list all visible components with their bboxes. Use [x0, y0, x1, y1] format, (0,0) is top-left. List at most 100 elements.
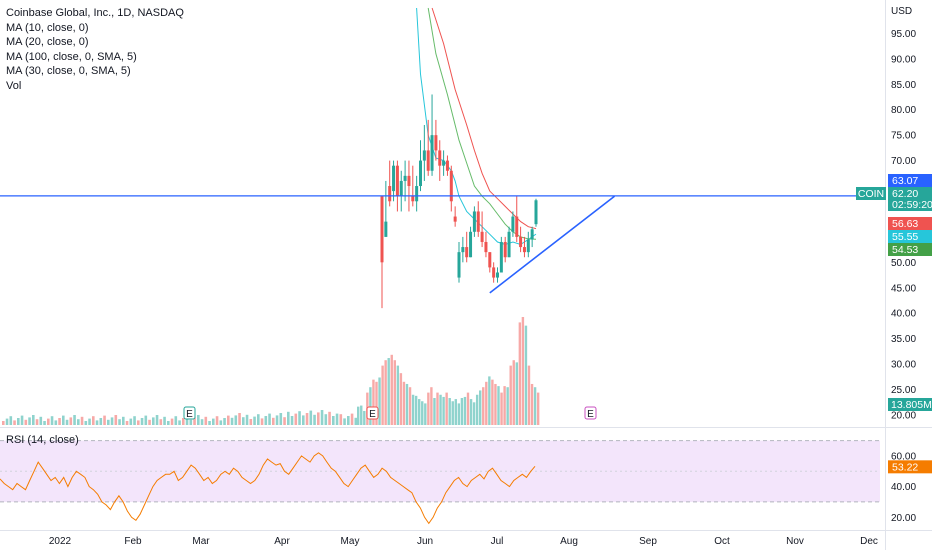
time-axis-tick: Mar	[192, 536, 210, 547]
time-axis-tick: May	[341, 536, 360, 547]
volume-bar	[457, 403, 461, 425]
candle-body	[534, 200, 538, 225]
volume-bar	[360, 405, 363, 425]
ma30-legend[interactable]: MA (30, close, 0, SMA, 5)	[6, 65, 131, 77]
volume-bar	[185, 415, 189, 425]
time-axis-tick: Nov	[786, 536, 804, 547]
volume-bar	[332, 416, 335, 425]
volume-bar	[62, 415, 65, 425]
candle-body	[426, 150, 430, 171]
candle-body	[430, 135, 434, 171]
price-axis-tick: 80.00	[891, 105, 916, 116]
earnings-marker[interactable]	[366, 406, 379, 420]
volume-bar	[399, 373, 403, 425]
volume-bar	[197, 415, 200, 425]
candle-body	[507, 231, 511, 258]
volume-bar	[230, 417, 234, 425]
volume-bar	[506, 387, 509, 425]
volume-bar	[227, 415, 230, 425]
candle-body	[422, 150, 426, 161]
volume-bar	[393, 360, 396, 425]
volume-bar	[9, 416, 13, 425]
volume-bar	[347, 416, 350, 425]
volume-bar	[402, 381, 406, 425]
volume-bar	[189, 419, 193, 425]
ma10-legend[interactable]: MA (10, close, 0)	[6, 21, 89, 34]
ma100-legend[interactable]: MA (100, close, 0, SMA, 5)	[6, 50, 137, 63]
volume-bar	[287, 411, 290, 425]
trend-line[interactable]	[489, 195, 615, 294]
candle-body	[442, 160, 446, 166]
volume-bar	[219, 420, 223, 425]
volume-bar	[324, 414, 328, 425]
candle-body	[480, 231, 484, 242]
volume-bar	[24, 419, 28, 425]
candle-body	[488, 252, 492, 268]
volume-bar	[167, 421, 170, 425]
volume-bar	[396, 365, 400, 425]
volume-bar	[204, 416, 208, 425]
volume-bar	[77, 419, 80, 425]
time-axis-tick: 2022	[49, 536, 72, 547]
candle-body	[438, 150, 442, 166]
rsi-legend[interactable]: RSI (14, close)	[6, 434, 79, 446]
time-axis-tick: Jul	[491, 536, 504, 547]
candle-body	[526, 239, 530, 253]
time-axis-tick: Feb	[124, 536, 142, 547]
rsi-tag	[888, 460, 932, 474]
rsi-axis-tick: 20.00	[891, 513, 916, 524]
candle-body	[519, 236, 523, 248]
price-tag	[888, 187, 932, 211]
earnings-marker[interactable]	[183, 406, 196, 420]
price-axis-tick: 40.00	[891, 309, 916, 320]
candle-body	[511, 216, 515, 232]
volume-bar	[390, 354, 393, 425]
volume-bar	[500, 392, 503, 425]
volume-bar	[509, 365, 512, 425]
rsi-axis-tick: 40.00	[891, 482, 916, 493]
price-axis-tick: 20.00	[891, 410, 916, 421]
volume-bar	[372, 379, 375, 425]
volume-bar	[290, 416, 294, 425]
volume-bar	[103, 415, 106, 425]
volume-bar	[182, 418, 185, 425]
volume-bar	[170, 418, 174, 425]
earnings-marker[interactable]	[584, 406, 597, 420]
ma20-legend[interactable]: MA (20, close, 0)	[6, 36, 89, 48]
candle-body	[411, 196, 415, 202]
volume-bar	[73, 415, 76, 425]
volume-bar	[28, 417, 31, 425]
volume-bar	[260, 418, 264, 425]
volume-bar	[469, 399, 473, 425]
volume-bar	[212, 418, 215, 425]
volume-bar	[88, 418, 91, 425]
volume-bar	[357, 406, 360, 425]
candle-body	[434, 135, 438, 151]
vol-legend[interactable]: Vol	[6, 79, 22, 92]
candle-body	[461, 247, 465, 253]
candle-body	[453, 216, 457, 222]
volume-bar	[460, 398, 464, 425]
rsi-line	[0, 452, 536, 525]
price-axis-tick: 35.00	[891, 334, 916, 345]
volume-bar	[294, 413, 298, 425]
volume-bar	[84, 421, 88, 425]
candle-body	[503, 241, 507, 258]
volume-bar	[298, 411, 301, 425]
volume-bar	[354, 417, 358, 425]
volume-bar	[512, 360, 515, 425]
time-axis-tick: Dec	[860, 536, 878, 547]
candle-body	[380, 196, 384, 263]
volume-bar	[454, 399, 457, 425]
volume-bar	[264, 416, 268, 425]
volume-bar	[472, 402, 476, 425]
volume-bar	[125, 421, 129, 425]
candle-body	[449, 170, 453, 202]
candle-body	[415, 186, 419, 202]
volume-bar	[485, 381, 488, 425]
volume-bar	[451, 401, 454, 425]
volume-bar	[39, 416, 43, 425]
volume-bar	[305, 413, 309, 425]
